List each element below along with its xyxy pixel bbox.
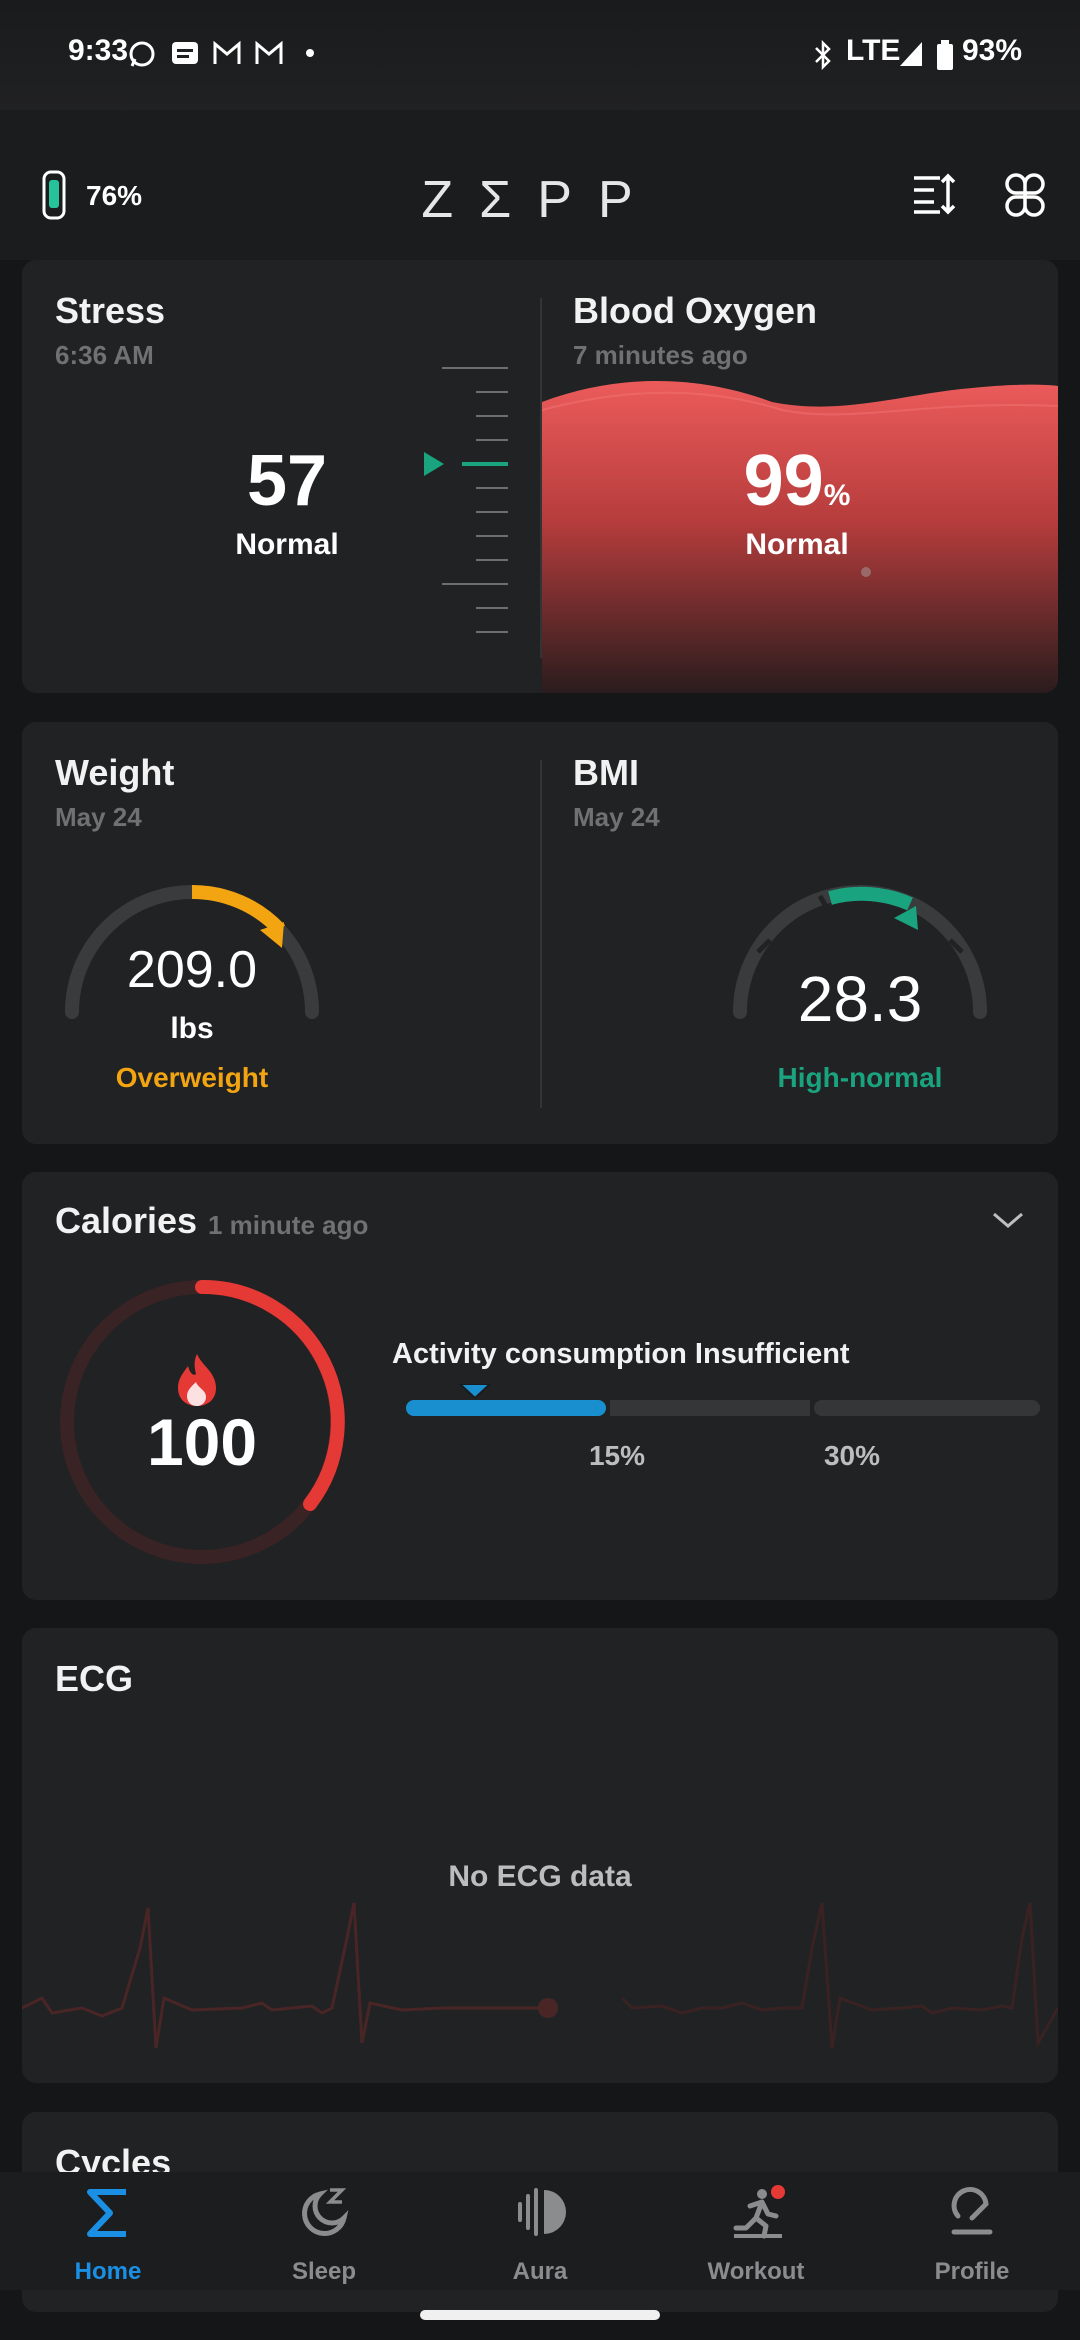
sigma-icon	[87, 2189, 126, 2237]
bluetooth-icon	[815, 40, 831, 70]
band-device-icon[interactable]	[42, 170, 66, 220]
chevron-down-icon[interactable]	[990, 1208, 1026, 1232]
weight-unit: lbs	[170, 1012, 214, 1045]
signal-icon	[900, 42, 922, 66]
blood-oxygen-title: Blood Oxygen	[573, 290, 818, 331]
nav-label-aura: Aura	[512, 2258, 568, 2285]
progress-mark-30: 30%	[823, 1440, 881, 1471]
nav-item-workout[interactable]: Workout	[648, 2172, 864, 2290]
ecg-empty-text: No ECG data	[448, 1860, 632, 1893]
home-indicator[interactable]	[420, 2310, 660, 2320]
zepp-logo: ZΣPP	[421, 171, 659, 229]
shortcuts-grid-icon[interactable]	[1002, 172, 1048, 218]
nav-label-sleep: Sleep	[291, 2258, 357, 2285]
weight-status: Overweight	[115, 1062, 269, 1093]
sort-cards-icon[interactable]	[912, 172, 956, 216]
bmi-date: May 24	[573, 802, 660, 832]
ecg-card[interactable]: ECG No ECG data	[22, 1628, 1058, 2083]
calories-time: 1 minute ago	[208, 1210, 369, 1240]
weight-value: 209.0	[126, 941, 258, 999]
battery-icon	[937, 40, 953, 70]
bmi-status: High-normal	[777, 1062, 943, 1093]
stress-title: Stress	[55, 290, 166, 331]
app-header: 76% ZΣPP	[0, 110, 1080, 260]
running-icon	[733, 2185, 785, 2239]
activity-progress-bar	[406, 1384, 1040, 1416]
ecg-title: ECG	[55, 1658, 134, 1699]
bmi-title: BMI	[573, 752, 639, 793]
gmail-icon-2	[255, 40, 283, 64]
stress-spo2-card[interactable]: Stress 6:36 AM 57 Normal	[22, 260, 1058, 693]
whatsapp-icon	[129, 41, 155, 67]
status-bar: 9:33 LTE 93%	[0, 0, 1080, 110]
weight-title: Weight	[55, 752, 175, 793]
gmail-icon	[213, 40, 241, 64]
notification-dot-icon	[306, 49, 314, 57]
device-battery-percent: 76%	[86, 180, 143, 211]
calories-title: Calories	[55, 1200, 198, 1241]
battery-percent: 93%	[962, 34, 1023, 67]
moon-icon	[302, 2188, 349, 2236]
weight-date: May 24	[55, 802, 142, 832]
blood-oxygen-unit: %	[823, 479, 851, 512]
blood-oxygen-status: Normal	[745, 528, 849, 561]
page-dot-icon	[861, 567, 871, 577]
status-time: 9:33	[68, 34, 129, 67]
bottom-navigation: Home Sleep Aura Workout Profile	[0, 2172, 1080, 2290]
fire-icon	[178, 1354, 216, 1406]
nav-label-profile: Profile	[934, 2258, 1010, 2285]
stress-value: 57	[246, 441, 328, 521]
blood-oxygen-wave	[542, 380, 1058, 693]
weight-gauge	[65, 884, 319, 1019]
messages-icon	[172, 42, 198, 64]
activity-consumption-text: Activity consumption Insufficient	[392, 1338, 850, 1370]
weight-bmi-card[interactable]: Weight May 24 209.0 lbs Overweight BMI M…	[22, 722, 1058, 1144]
card-divider-2	[540, 760, 542, 1108]
nav-item-aura[interactable]: Aura	[432, 2172, 648, 2290]
stress-scale	[424, 367, 508, 633]
calories-value: 100	[146, 1405, 258, 1479]
stress-status: Normal	[235, 528, 339, 561]
nav-label-workout: Workout	[707, 2258, 805, 2285]
calories-ring	[60, 1279, 345, 1564]
bmi-value: 28.3	[797, 963, 923, 1035]
nav-item-home[interactable]: Home	[0, 2172, 216, 2290]
stress-time: 6:36 AM	[55, 340, 154, 370]
blood-oxygen-reading: 99%	[682, 440, 912, 522]
progress-mark-15: 15%	[588, 1440, 646, 1471]
blood-oxygen-time: 7 minutes ago	[573, 340, 748, 370]
nav-item-profile[interactable]: Profile	[864, 2172, 1080, 2290]
aura-icon	[518, 2188, 566, 2236]
card-divider	[540, 298, 542, 658]
network-type: LTE	[846, 34, 901, 67]
bmi-gauge	[733, 885, 987, 1019]
nav-item-sleep[interactable]: Sleep	[216, 2172, 432, 2290]
calories-card[interactable]: Calories 1 minute ago 100 Activity consu…	[22, 1172, 1058, 1600]
nav-label-home: Home	[74, 2258, 142, 2285]
blood-oxygen-value: 99	[743, 441, 824, 521]
profile-icon	[951, 2187, 993, 2235]
ecg-placeholder-wave	[22, 1902, 1058, 2049]
